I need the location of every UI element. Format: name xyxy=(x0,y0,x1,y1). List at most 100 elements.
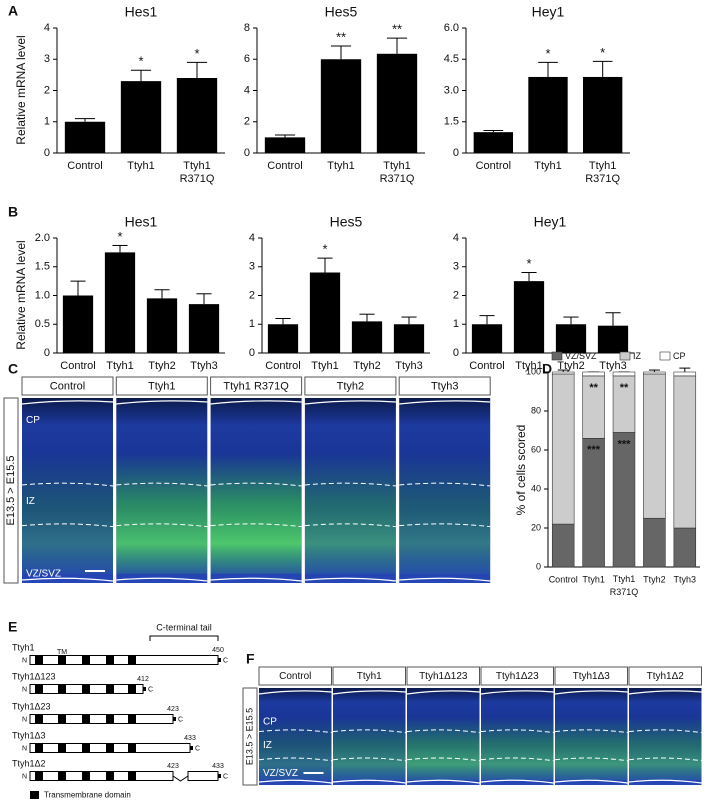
chart-title: Hey1 xyxy=(532,4,565,20)
protein-segment xyxy=(187,771,219,781)
image-header-label: Ttyh3 xyxy=(431,380,459,392)
x-tick-label: Ttyh3 xyxy=(674,574,697,584)
pial-surface xyxy=(406,690,480,695)
y-tick-label: 3 xyxy=(44,53,50,65)
chart-title: Hey1 xyxy=(534,214,567,230)
x-tick-label: Ttyh1 R371Q xyxy=(610,574,639,597)
layer-boundary xyxy=(116,523,208,528)
tm-domain xyxy=(35,684,43,694)
chart-title: Hes1 xyxy=(125,4,158,20)
bar xyxy=(120,81,162,153)
y-tick-label: 1 xyxy=(453,318,459,330)
gfp-signal xyxy=(333,717,406,781)
bar xyxy=(320,59,362,153)
c-terminus: C xyxy=(223,773,228,780)
bar-segment xyxy=(673,371,697,377)
image-header-label: Ttyh1 xyxy=(357,671,382,682)
tm-domain xyxy=(35,714,43,724)
y-tick-label: 6.0 xyxy=(444,22,459,34)
bar xyxy=(393,324,425,353)
bar-segment xyxy=(673,527,697,568)
layer-boundary xyxy=(332,729,406,734)
bar-segment xyxy=(643,371,666,375)
image-header xyxy=(258,666,332,686)
n-terminus: N xyxy=(22,657,27,664)
ventricular-surface xyxy=(21,577,114,582)
error-bar xyxy=(186,61,208,78)
construct-name: Ttyh1 xyxy=(12,642,35,652)
y-axis-label: Relative mRNA level xyxy=(14,240,28,349)
ventricular-surface xyxy=(628,779,702,784)
error-bar xyxy=(563,316,579,325)
gfp-signal xyxy=(22,453,113,574)
gfp-signal xyxy=(481,717,554,781)
tm-domain xyxy=(82,743,90,753)
tm-domain xyxy=(128,655,136,665)
y-tick-label: 1.5 xyxy=(444,116,459,128)
residue-number: 412 xyxy=(137,676,149,683)
error-bar xyxy=(401,316,417,325)
x-tick-label: Ttyh1 xyxy=(127,160,155,172)
x-tick-label: Ttyh1 xyxy=(515,360,543,372)
layer-boundary xyxy=(21,523,114,528)
image-header-label: Ttyh1Δ123 xyxy=(419,671,468,682)
significance: * xyxy=(545,46,550,61)
gfp-signal xyxy=(629,717,702,781)
residue-number: 423 xyxy=(167,763,179,770)
error-bar xyxy=(359,313,375,322)
x-tick-label: Control xyxy=(265,360,300,372)
error-bar xyxy=(317,257,333,273)
c-marker xyxy=(218,658,221,662)
c-marker xyxy=(218,774,221,778)
ventricular-surface xyxy=(399,577,491,582)
y-tick-label: 1 xyxy=(249,318,255,330)
x-tick-label: Ttyh2 xyxy=(148,360,176,372)
y-tick-label: 20 xyxy=(531,522,541,532)
x-tick-label: Ttyh1 R371Q xyxy=(380,160,415,185)
y-axis-label: Relative mRNA level xyxy=(14,35,28,144)
error-bar xyxy=(330,45,352,60)
tm-domain xyxy=(58,743,66,753)
x-tick-label: Control xyxy=(549,574,578,584)
c-terminus: C xyxy=(195,745,200,752)
bar xyxy=(597,325,629,353)
image-header xyxy=(480,666,554,686)
significance: *** xyxy=(587,444,601,456)
legend-swatch xyxy=(659,351,671,361)
significance: * xyxy=(138,54,143,69)
x-tick-label: Ttyh1 xyxy=(534,160,562,172)
gfp-signal xyxy=(259,717,332,781)
tm-domain xyxy=(58,684,66,694)
pial-surface xyxy=(332,690,406,695)
error-bar xyxy=(74,118,96,122)
tm-domain xyxy=(82,714,90,724)
panel-label: F xyxy=(246,651,255,667)
y-tick-label: 1 xyxy=(44,116,50,128)
tm-label: TM xyxy=(57,649,67,656)
pial-surface xyxy=(258,690,332,695)
layer-boundary xyxy=(210,523,302,528)
chart-title: Hes5 xyxy=(330,214,363,230)
bar-segment xyxy=(612,432,636,568)
layer-boundary xyxy=(21,482,114,487)
significance: ** xyxy=(392,22,402,37)
layer-boundary xyxy=(116,482,208,487)
y-tick-label: 3.0 xyxy=(444,84,459,96)
image-header xyxy=(406,666,480,686)
bar-segment xyxy=(673,375,697,529)
tail-label: C-terminal tail xyxy=(156,622,212,632)
c-marker xyxy=(143,687,146,691)
layer-boundary xyxy=(628,729,702,734)
x-tick-label: Ttyh3 xyxy=(599,360,627,372)
panel-label: B xyxy=(8,204,18,220)
side-label: E13.5 > E15.5 xyxy=(5,455,17,525)
image-header xyxy=(332,666,406,686)
layer-boundary xyxy=(332,757,406,762)
bar xyxy=(471,324,503,353)
bar xyxy=(176,78,218,153)
y-tick-label: 8 xyxy=(244,22,250,34)
layer-boundary xyxy=(399,523,491,528)
residue-number: 423 xyxy=(167,706,179,713)
protein-segment xyxy=(29,714,174,724)
